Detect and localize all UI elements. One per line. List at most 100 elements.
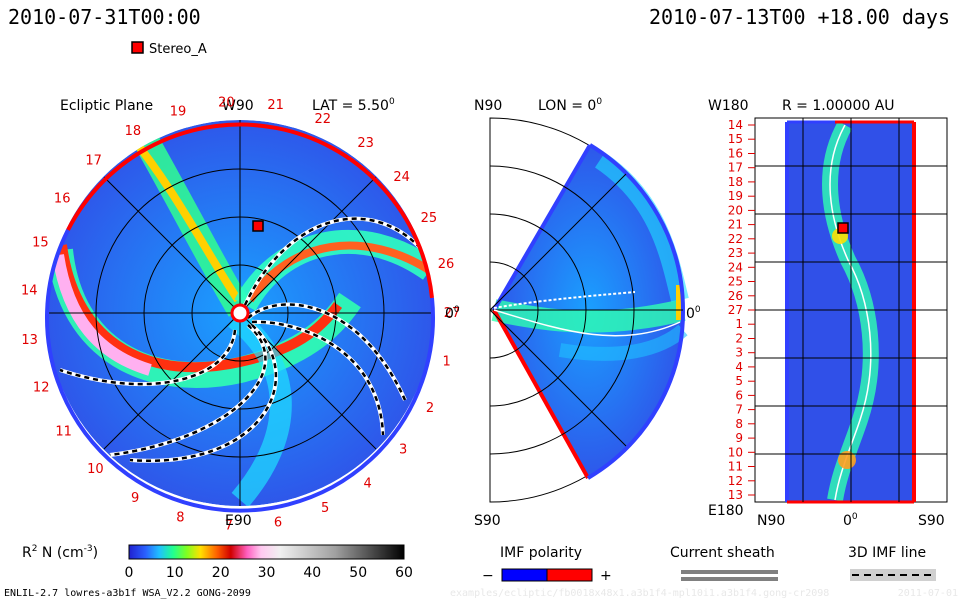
ring-number-25: 25 <box>421 211 438 226</box>
current-sheath-title: Current sheath <box>670 545 775 561</box>
radial-y-labels: 1415161718192021222324252627123456789101… <box>728 118 755 502</box>
ring-number-22: 22 <box>315 112 332 127</box>
imf-line-legend: 3D IMF line <box>848 545 936 581</box>
colorbar-tick-30: 30 <box>258 565 276 581</box>
meridional-panel: N90 LON = 00 S90 00 <box>474 97 701 529</box>
radial-y-label-9: 9 <box>735 431 743 445</box>
imf-negative-swatch <box>501 568 548 582</box>
density-band-arm4 <box>228 309 292 506</box>
radial-y-label-16: 16 <box>728 147 743 161</box>
ecliptic-top-label: W90 <box>222 98 254 114</box>
radial-x-label-s90: S90 <box>918 513 945 529</box>
radial-y-label-17: 17 <box>728 161 743 175</box>
ring-number-8: 8 <box>176 510 184 525</box>
radial-y-label-20: 20 <box>728 203 743 217</box>
radial-y-label-13: 13 <box>728 488 743 502</box>
colorbar-tick-60: 60 <box>395 565 413 581</box>
radial-y-label-10: 10 <box>728 445 743 459</box>
density-band-arm2-core <box>126 132 242 303</box>
ring-number-3: 3 <box>399 442 407 457</box>
imf-plus-label: + <box>600 568 612 584</box>
stereo-a-radial-marker <box>837 222 849 234</box>
stereo-a-marker-legend <box>131 41 144 54</box>
ring-number-23: 23 <box>357 136 374 151</box>
polarity-rim-negative <box>45 229 435 513</box>
radial-y-label-26: 26 <box>728 289 743 303</box>
radial-y-label-6: 6 <box>735 388 743 402</box>
ring-number-16: 16 <box>54 192 71 207</box>
colorbar-strip <box>128 544 405 560</box>
imf-minus-label: − <box>482 568 494 584</box>
radial-y-label-1: 1 <box>735 317 743 331</box>
ring-number-19: 19 <box>170 104 187 119</box>
stereo-a-label: Stereo_A <box>149 42 207 57</box>
ring-number-4: 4 <box>363 476 371 491</box>
radial-x-label-n90: N90 <box>757 513 785 529</box>
ring-number-9: 9 <box>131 491 139 506</box>
ring-number-7: 7 <box>225 519 233 534</box>
imf-positive-swatch <box>546 568 593 582</box>
left-timestamp: 2010-07-31T00:00 <box>8 5 201 29</box>
radial-y-label-7: 7 <box>735 403 743 417</box>
radial-y-label-27: 27 <box>728 303 743 317</box>
sun-marker <box>230 303 250 323</box>
colorbar: R2 N (cm-3) 0 10 20 30 40 50 60 <box>22 544 413 581</box>
meridional-top-label: N90 <box>474 98 502 114</box>
radial-bottom-left-label: E180 <box>708 503 744 519</box>
radial-y-label-23: 23 <box>728 246 743 260</box>
radial-y-label-12: 12 <box>728 474 743 488</box>
ring-number-15: 15 <box>32 236 49 251</box>
radial-x-label-0: 00 <box>843 512 858 529</box>
ring-number-24: 24 <box>393 170 410 185</box>
radial-y-label-24: 24 <box>728 260 743 274</box>
radial-y-label-2: 2 <box>735 332 743 346</box>
radial-y-label-21: 21 <box>728 218 743 232</box>
radial-top-left-label: W180 <box>708 98 749 114</box>
ring-number-14: 14 <box>21 284 38 299</box>
radial-y-label-15: 15 <box>728 132 743 146</box>
ecliptic-bottom-label: E90 <box>225 513 252 529</box>
ring-number-6: 6 <box>274 516 282 531</box>
ecliptic-title: Ecliptic Plane <box>60 98 153 114</box>
meridional-bottom-label: S90 <box>474 513 501 529</box>
imf-polarity-legend: IMF polarity − + <box>482 545 612 584</box>
radial-y-label-19: 19 <box>728 189 743 203</box>
ring-number-18: 18 <box>125 124 142 139</box>
colorbar-tick-50: 50 <box>349 565 367 581</box>
footer-model: ENLIL-2.7 lowres-a3b1f WSA_V2.2 GONG-209… <box>4 588 251 599</box>
radial-r-label: R = 1.00000 AU <box>782 98 895 114</box>
density-band-peak <box>52 254 152 376</box>
radial-y-label-22: 22 <box>728 232 743 246</box>
ring-number-21: 21 <box>267 98 284 113</box>
radial-y-label-14: 14 <box>728 118 743 132</box>
imf-line-title: 3D IMF line <box>848 545 926 561</box>
colorbar-tick-20: 20 <box>212 565 230 581</box>
colorbar-tick-40: 40 <box>303 565 321 581</box>
ring-number-12: 12 <box>33 381 50 396</box>
radial-y-label-11: 11 <box>728 460 743 474</box>
ring-number-1: 1 <box>442 355 450 370</box>
radial-y-label-3: 3 <box>735 346 743 360</box>
ring-number-17: 17 <box>85 154 102 169</box>
ring-number-5: 5 <box>321 501 329 516</box>
right-timestamp: 2010-07-13T00 +18.00 days <box>649 5 950 29</box>
ring-number-11: 11 <box>55 425 72 440</box>
polarity-rim-positive <box>66 122 434 299</box>
ring-number-27: 27 <box>444 306 461 321</box>
ring-number-26: 26 <box>438 257 455 272</box>
current-sheath-legend: Current sheath <box>670 545 778 581</box>
ring-number-20: 20 <box>218 95 235 110</box>
imf-polarity-title: IMF polarity <box>500 545 582 561</box>
ecliptic-right-label: 00 <box>445 305 460 322</box>
colorbar-ticks: 0 10 20 30 40 50 60 <box>125 565 413 581</box>
footer-date: 2011-07-01 <box>898 588 958 599</box>
colorbar-label: R2 N (cm-3) <box>22 544 98 561</box>
colorbar-tick-0: 0 <box>125 565 134 581</box>
radial-y-label-18: 18 <box>728 175 743 189</box>
stereo-a-marker <box>252 220 264 232</box>
ecliptic-lat-label: LAT = 5.500 <box>312 97 395 114</box>
ring-number-2: 2 <box>426 401 434 416</box>
density-band-arm3-core <box>246 241 433 303</box>
